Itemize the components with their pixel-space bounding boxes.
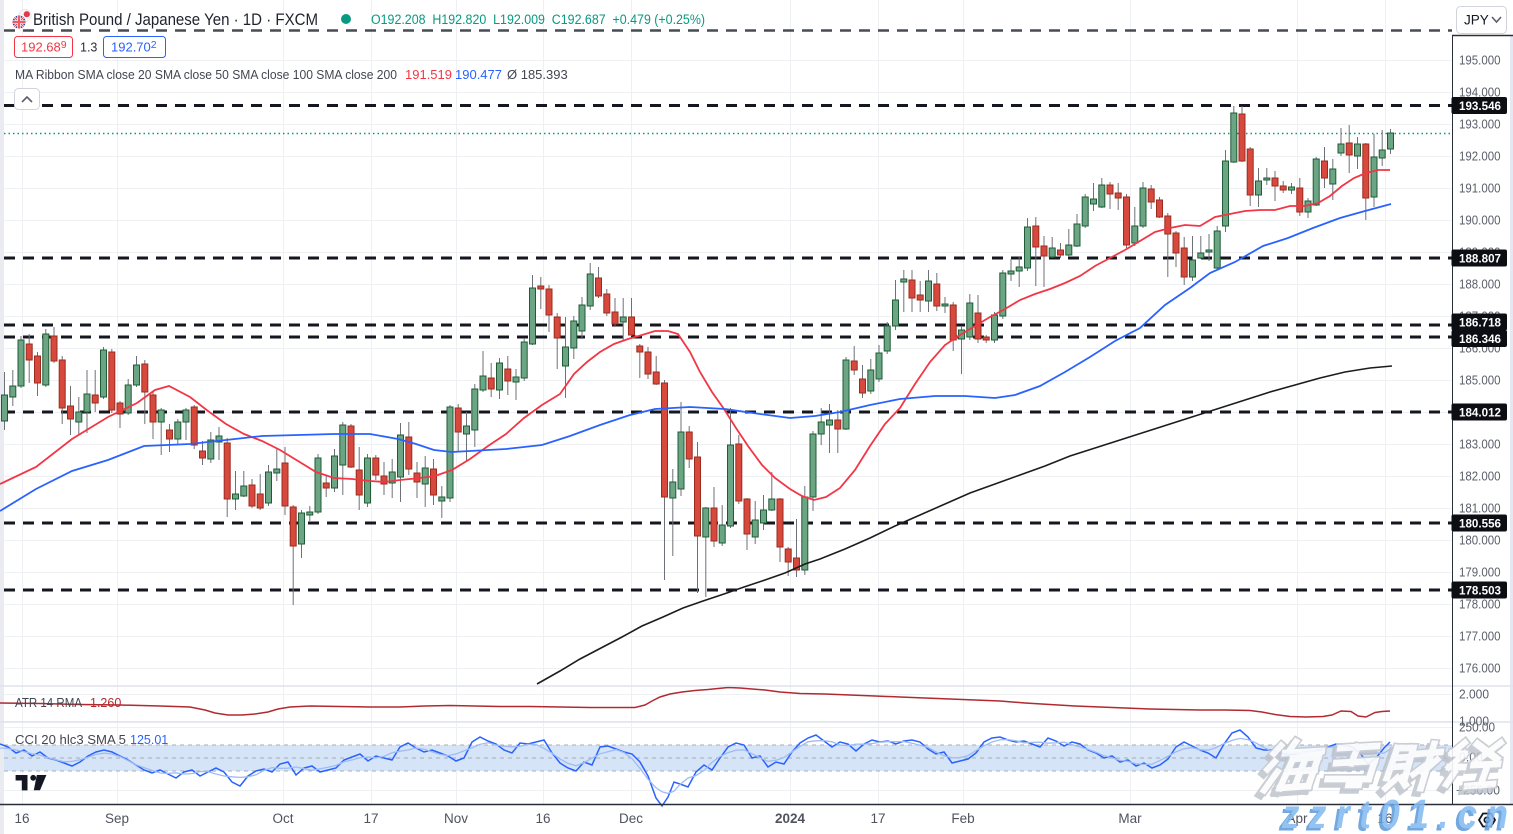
svg-text:190.000: 190.000 bbox=[1459, 214, 1501, 228]
svg-text:192.000: 192.000 bbox=[1459, 150, 1501, 164]
svg-text:191.519: 191.519 bbox=[405, 67, 452, 82]
svg-text:1.3: 1.3 bbox=[80, 41, 97, 55]
svg-text:O192.208 H192.820 L192.009: O192.208 H192.820 L192.009 C192.687 +0.4… bbox=[371, 12, 705, 27]
svg-text:179.000: 179.000 bbox=[1459, 566, 1501, 580]
svg-text:190.477: 190.477 bbox=[455, 67, 502, 82]
svg-text:192.702: 192.702 bbox=[111, 39, 157, 55]
svg-text:193.546: 193.546 bbox=[1459, 99, 1501, 113]
svg-text:ATR 14 RMA: ATR 14 RMA bbox=[15, 696, 83, 710]
svg-text:Dec: Dec bbox=[619, 811, 643, 826]
svg-text:JPY: JPY bbox=[1464, 13, 1489, 28]
svg-text:British Pound / Japanese Yen ·: British Pound / Japanese Yen · 1D · FXCM bbox=[33, 10, 318, 29]
svg-text:188.000: 188.000 bbox=[1459, 278, 1501, 292]
svg-text:Feb: Feb bbox=[951, 811, 974, 826]
svg-text:191.000: 191.000 bbox=[1459, 182, 1501, 196]
svg-text:17: 17 bbox=[870, 811, 885, 826]
svg-text:176.000: 176.000 bbox=[1459, 662, 1501, 676]
svg-text:194.000: 194.000 bbox=[1459, 86, 1501, 100]
svg-text:16: 16 bbox=[1377, 811, 1392, 826]
svg-text:186.346: 186.346 bbox=[1459, 332, 1501, 346]
svg-text:188.807: 188.807 bbox=[1459, 251, 1501, 265]
svg-text:185.000: 185.000 bbox=[1459, 374, 1501, 388]
svg-text:z z r t 0 1 . c n: z z r t 0 1 . c n bbox=[1278, 794, 1505, 834]
svg-text:180.556: 180.556 bbox=[1459, 516, 1501, 530]
svg-text:183.000: 183.000 bbox=[1459, 438, 1501, 452]
svg-text:182.000: 182.000 bbox=[1459, 470, 1501, 484]
svg-text:MA Ribbon SMA close 20 SMA clo: MA Ribbon SMA close 20 SMA close 50 SMA … bbox=[15, 67, 397, 82]
svg-text:2.000: 2.000 bbox=[1459, 688, 1489, 702]
svg-text:250.00: 250.00 bbox=[1459, 721, 1495, 735]
svg-text:Oct: Oct bbox=[272, 811, 293, 826]
svg-text:1.260: 1.260 bbox=[90, 696, 121, 710]
svg-text:180.000: 180.000 bbox=[1459, 534, 1501, 548]
svg-text:2024: 2024 bbox=[775, 811, 806, 826]
svg-text:Apr: Apr bbox=[1286, 811, 1308, 826]
svg-text:1.000: 1.000 bbox=[1459, 715, 1489, 729]
svg-text:178.000: 178.000 bbox=[1459, 598, 1501, 612]
svg-text:Ø 185.393: Ø 185.393 bbox=[507, 67, 568, 82]
svg-text:186.718: 186.718 bbox=[1459, 315, 1501, 329]
svg-text:184.012: 184.012 bbox=[1459, 405, 1501, 419]
svg-text:z z r t 0 1 . c n: z z r t 0 1 . c n bbox=[1281, 791, 1508, 834]
svg-text:178.503: 178.503 bbox=[1459, 583, 1501, 597]
svg-text:193.000: 193.000 bbox=[1459, 118, 1501, 132]
svg-text:192.689: 192.689 bbox=[21, 39, 67, 55]
svg-text:Mar: Mar bbox=[1118, 811, 1142, 826]
svg-text:181.000: 181.000 bbox=[1459, 502, 1501, 516]
svg-text:17: 17 bbox=[363, 811, 378, 826]
svg-text:125.01: 125.01 bbox=[130, 733, 168, 747]
svg-text:195.000: 195.000 bbox=[1459, 54, 1501, 68]
svg-text:CCI 20 hlc3 SMA 5: CCI 20 hlc3 SMA 5 bbox=[15, 733, 126, 747]
svg-text:177.000: 177.000 bbox=[1459, 630, 1501, 644]
svg-text:Sep: Sep bbox=[105, 811, 129, 826]
svg-text:16: 16 bbox=[535, 811, 550, 826]
svg-text:16: 16 bbox=[14, 811, 29, 826]
svg-text:Nov: Nov bbox=[444, 811, 468, 826]
